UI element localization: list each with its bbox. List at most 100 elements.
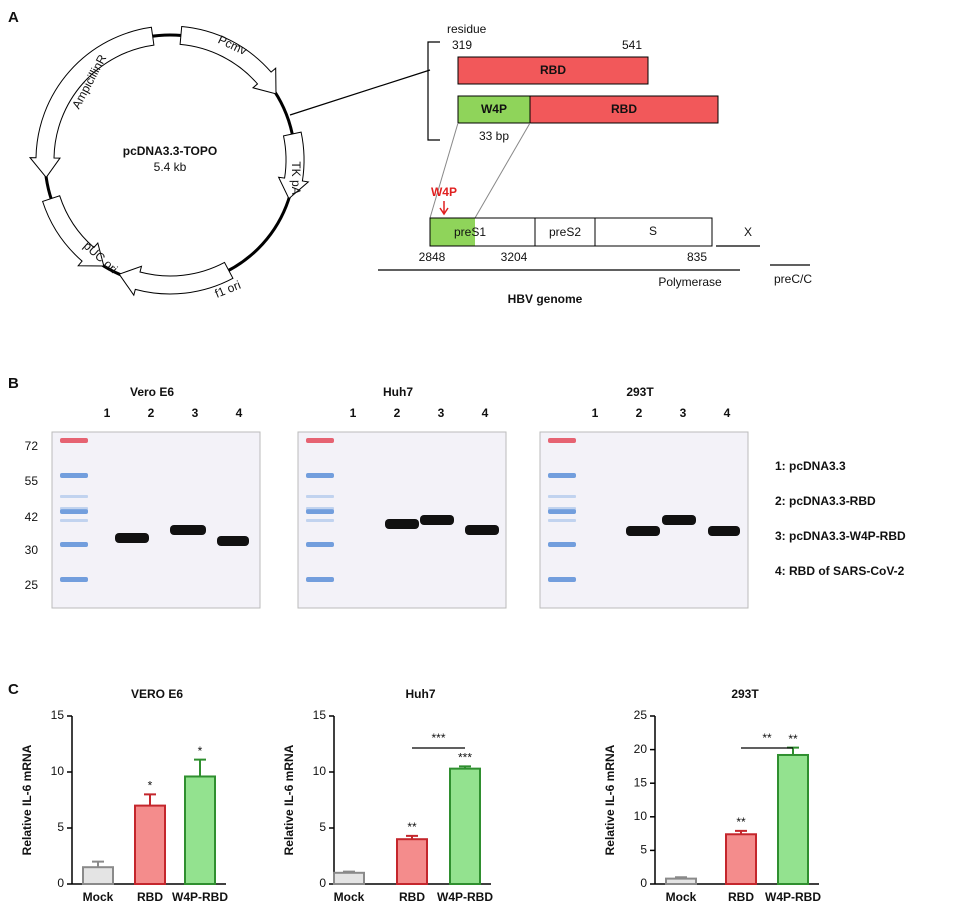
protein-band: [385, 519, 419, 529]
feature-label: TK pA: [289, 161, 303, 194]
bar: [82, 866, 114, 886]
lane-number: 1: [350, 406, 357, 420]
residue-label: residue: [447, 22, 487, 36]
ladder-band: [306, 577, 334, 582]
position-label: 835: [687, 250, 707, 264]
y-tick-label: 0: [319, 876, 326, 890]
y-tick-label: 10: [634, 809, 648, 823]
feature-arrow: [118, 261, 234, 297]
ladder-band: [60, 438, 88, 443]
y-tick-label: 10: [51, 764, 65, 778]
y-axis-label: Relative IL-6 mRNA: [20, 744, 34, 855]
rbd-box: [457, 56, 649, 85]
marker-label: 55: [25, 474, 39, 488]
error-bar: [787, 746, 799, 755]
bar: [777, 753, 809, 886]
protein-band: [170, 525, 206, 535]
position-label: 3204: [501, 250, 528, 264]
significance: **: [788, 732, 798, 746]
genome-label: HBV genome: [508, 292, 583, 306]
x-tick-label: Mock: [334, 890, 365, 904]
region-label: preC/C: [774, 272, 812, 286]
rbd-label: RBD: [540, 63, 566, 77]
lane-number: 3: [438, 406, 445, 420]
x-tick-label: W4P-RBD: [437, 890, 493, 904]
x-tick-label: W4P-RBD: [765, 890, 821, 904]
y-tick-label: 10: [313, 764, 327, 778]
bar: [665, 877, 697, 886]
ladder-band: [548, 507, 576, 510]
lane-number: 1: [592, 406, 599, 420]
region-label: X: [744, 225, 752, 239]
x-tick-label: Mock: [666, 890, 697, 904]
y-tick-label: 20: [634, 742, 648, 756]
ladder-band: [548, 509, 576, 514]
significance: ***: [458, 751, 472, 765]
position-label: 2848: [419, 250, 446, 264]
ladder-band: [548, 438, 576, 443]
bar: [396, 838, 428, 886]
plasmid-map: [28, 25, 310, 297]
x-tick-label: RBD: [399, 890, 425, 904]
panel-letter: A: [8, 9, 19, 26]
protein-band: [465, 525, 499, 535]
y-axis-label: Relative IL-6 mRNA: [282, 744, 296, 855]
x-tick-label: RBD: [137, 890, 163, 904]
marker-label: 42: [25, 510, 39, 524]
lane-number: 3: [680, 406, 687, 420]
bar: [134, 804, 166, 885]
significance: *: [198, 744, 203, 758]
y-tick-label: 0: [57, 876, 64, 890]
region-label: Polymerase: [658, 275, 722, 289]
lane-number: 3: [192, 406, 199, 420]
error-bar: [92, 860, 104, 868]
error-bar: [343, 870, 355, 873]
legend-entry: 1: pcDNA3.3: [775, 459, 846, 473]
lane-number: 2: [636, 406, 643, 420]
y-axis-label: Relative IL-6 mRNA: [603, 744, 617, 855]
chart-title: 293T: [731, 687, 759, 701]
error-bar: [406, 834, 418, 840]
w4p-arrow: [439, 201, 449, 216]
w4p-marker: W4P: [431, 185, 457, 199]
ladder-band: [306, 507, 334, 510]
protein-band: [662, 515, 696, 525]
ladder-band: [306, 495, 334, 498]
panel-letter: B: [8, 375, 19, 392]
ladder-band: [60, 473, 88, 478]
y-tick-label: 25: [634, 708, 648, 722]
bar: [449, 767, 481, 886]
error-bar: [675, 876, 687, 879]
zoom-line: [429, 122, 459, 219]
legend-entry: 3: pcDNA3.3-W4P-RBD: [775, 529, 906, 543]
ladder-band: [306, 519, 334, 522]
y-tick-label: 15: [313, 708, 327, 722]
plasmid-size: 5.4 kb: [154, 160, 187, 174]
residue-end: 541: [622, 38, 642, 52]
bracket: [427, 41, 440, 141]
x-tick-label: W4P-RBD: [172, 890, 228, 904]
lane-number: 4: [482, 406, 489, 420]
ladder-band: [60, 509, 88, 514]
ladder-band: [306, 509, 334, 514]
protein-band: [115, 533, 149, 543]
x-tick-label: Mock: [83, 890, 114, 904]
ladder-band: [306, 438, 334, 443]
residue-start: 319: [452, 38, 472, 52]
marker-label: 30: [25, 543, 39, 557]
error-bar: [735, 829, 747, 835]
lane-number: 2: [394, 406, 401, 420]
rbd-box: [529, 95, 719, 124]
protein-band: [420, 515, 454, 525]
comparison-label: **: [762, 731, 772, 745]
blot-title: Huh7: [383, 385, 413, 399]
gene-box: [534, 217, 596, 247]
significance: **: [407, 820, 417, 834]
y-tick-label: 5: [57, 820, 64, 834]
ladder-band: [60, 519, 88, 522]
y-tick-label: 15: [51, 708, 65, 722]
zoom-line: [474, 122, 531, 219]
region-label: preS1: [454, 225, 486, 239]
ladder-band: [60, 542, 88, 547]
